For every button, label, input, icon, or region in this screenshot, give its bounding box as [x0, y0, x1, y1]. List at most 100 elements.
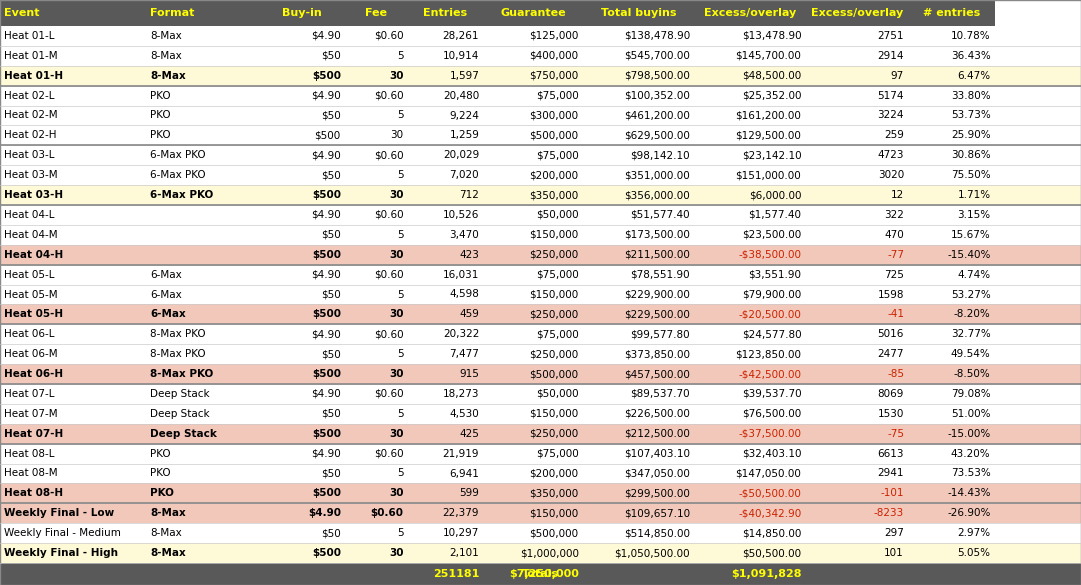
Text: 20,480: 20,480 — [443, 91, 479, 101]
Text: $23,500.00: $23,500.00 — [742, 230, 801, 240]
Text: $24,577.80: $24,577.80 — [742, 329, 801, 339]
Text: 4,598: 4,598 — [450, 290, 479, 300]
Text: 30: 30 — [389, 309, 403, 319]
Bar — [0, 483, 1081, 503]
Text: $350,000: $350,000 — [530, 190, 578, 200]
Text: 30: 30 — [389, 488, 403, 498]
Text: $39,537.70: $39,537.70 — [742, 389, 801, 399]
Text: 20,029: 20,029 — [443, 150, 479, 160]
Text: 5: 5 — [397, 51, 403, 61]
Text: 2751: 2751 — [878, 31, 904, 41]
Text: 8069: 8069 — [878, 389, 904, 399]
Bar — [0, 443, 1081, 463]
Text: $0.60: $0.60 — [374, 210, 403, 220]
Text: 915: 915 — [459, 369, 479, 379]
Text: 6-Max PKO: 6-Max PKO — [150, 150, 205, 160]
Text: $500: $500 — [311, 429, 341, 439]
Text: 6-Max: 6-Max — [150, 270, 182, 280]
Bar — [0, 563, 1081, 585]
Text: 8-Max: 8-Max — [150, 71, 186, 81]
Text: 16,031: 16,031 — [443, 270, 479, 280]
Text: 2477: 2477 — [878, 349, 904, 359]
Bar — [259, 0, 345, 26]
Text: $3,551.90: $3,551.90 — [748, 270, 801, 280]
Text: 8-Max: 8-Max — [150, 548, 186, 558]
Bar — [0, 463, 1081, 483]
Text: $14,850.00: $14,850.00 — [742, 528, 801, 538]
Text: 6613: 6613 — [878, 449, 904, 459]
Text: 459: 459 — [459, 309, 479, 319]
Text: 30: 30 — [389, 71, 403, 81]
Text: Heat 02-H: Heat 02-H — [4, 130, 56, 140]
Text: $50: $50 — [321, 51, 341, 61]
Text: 322: 322 — [884, 210, 904, 220]
Bar — [0, 205, 1081, 225]
Text: $1,000,000: $1,000,000 — [520, 548, 578, 558]
Text: 10,914: 10,914 — [443, 51, 479, 61]
Text: Heat 04-H: Heat 04-H — [4, 250, 64, 260]
Text: Heat 02-L: Heat 02-L — [4, 91, 54, 101]
Text: $300,000: $300,000 — [530, 111, 578, 121]
Text: 5: 5 — [397, 111, 403, 121]
Text: -$38,500.00: -$38,500.00 — [738, 250, 801, 260]
Text: 8-Max: 8-Max — [150, 31, 182, 41]
Text: Heat 07-L: Heat 07-L — [4, 389, 54, 399]
Bar — [408, 0, 483, 26]
Text: 6,941: 6,941 — [450, 469, 479, 479]
Bar — [0, 324, 1081, 344]
Text: $4.90: $4.90 — [311, 150, 341, 160]
Text: $347,050.00: $347,050.00 — [624, 469, 690, 479]
Text: 4723: 4723 — [878, 150, 904, 160]
Text: $107,403.10: $107,403.10 — [624, 449, 690, 459]
Text: $1,577.40: $1,577.40 — [748, 210, 801, 220]
Text: $1,050,500.00: $1,050,500.00 — [614, 548, 690, 558]
Bar — [0, 424, 1081, 443]
Bar — [0, 105, 1081, 125]
Text: $250,000: $250,000 — [530, 309, 578, 319]
Text: $50: $50 — [321, 111, 341, 121]
Text: Heat 04-L: Heat 04-L — [4, 210, 54, 220]
Text: $32,403.10: $32,403.10 — [742, 449, 801, 459]
Bar — [0, 264, 1081, 284]
Text: 6-Max: 6-Max — [150, 290, 182, 300]
Text: 425: 425 — [459, 429, 479, 439]
Text: 30: 30 — [389, 369, 403, 379]
Text: $0.60: $0.60 — [374, 91, 403, 101]
Text: $13,478.90: $13,478.90 — [742, 31, 801, 41]
Text: 49.54%: 49.54% — [951, 349, 990, 359]
Text: 8-Max: 8-Max — [150, 508, 186, 518]
Text: Heat 03-L: Heat 03-L — [4, 150, 54, 160]
Text: 712: 712 — [459, 190, 479, 200]
Bar — [345, 0, 408, 26]
Text: -$42,500.00: -$42,500.00 — [738, 369, 801, 379]
Text: $75,000: $75,000 — [536, 91, 578, 101]
Text: $0.60: $0.60 — [374, 270, 403, 280]
Text: 30.86%: 30.86% — [951, 150, 990, 160]
Text: 4,530: 4,530 — [450, 409, 479, 419]
Text: $250,000: $250,000 — [530, 250, 578, 260]
Text: 3,470: 3,470 — [450, 230, 479, 240]
Text: 1.71%: 1.71% — [958, 190, 990, 200]
Text: 8-Max PKO: 8-Max PKO — [150, 329, 205, 339]
Text: $500: $500 — [311, 250, 341, 260]
Bar — [0, 384, 1081, 404]
Text: 5: 5 — [397, 230, 403, 240]
Text: 73.53%: 73.53% — [951, 469, 990, 479]
Text: $500: $500 — [311, 190, 341, 200]
Text: $98,142.10: $98,142.10 — [630, 150, 690, 160]
Bar — [583, 0, 694, 26]
Text: $50: $50 — [321, 349, 341, 359]
Text: $50,500.00: $50,500.00 — [743, 548, 801, 558]
Text: $798,500.00: $798,500.00 — [624, 71, 690, 81]
Text: 9,224: 9,224 — [450, 111, 479, 121]
Bar — [0, 523, 1081, 543]
Bar — [0, 225, 1081, 245]
Text: $25,352.00: $25,352.00 — [742, 91, 801, 101]
Bar — [0, 165, 1081, 185]
Bar — [908, 0, 995, 26]
Bar — [0, 145, 1081, 165]
Text: $500,000: $500,000 — [530, 369, 578, 379]
Text: $4.90: $4.90 — [311, 91, 341, 101]
Text: $150,000: $150,000 — [530, 230, 578, 240]
Text: $229,900.00: $229,900.00 — [624, 290, 690, 300]
